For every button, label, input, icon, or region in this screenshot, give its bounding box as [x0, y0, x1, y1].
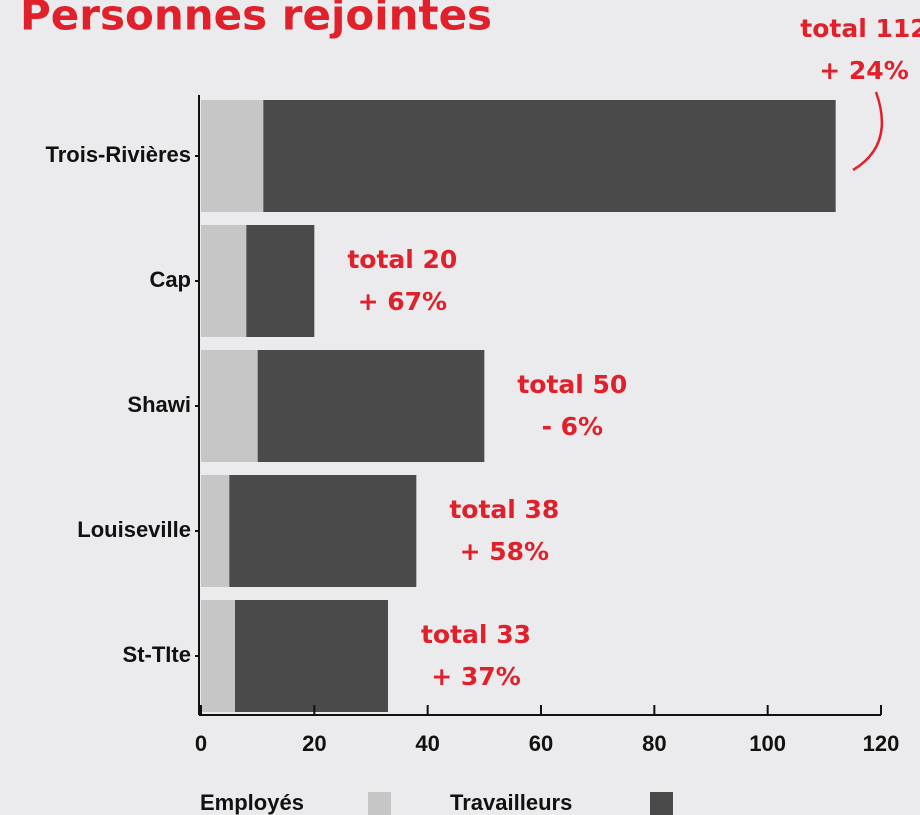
annotation: total 38	[449, 495, 559, 524]
bar-segment	[235, 600, 388, 712]
legend-swatch	[650, 792, 673, 815]
bar-segment	[229, 475, 417, 587]
bar-segment	[201, 600, 235, 712]
annotation: total 50	[517, 370, 627, 399]
x-tick-label: 60	[529, 731, 553, 756]
x-tick-label: 20	[302, 731, 326, 756]
bar-segment	[201, 350, 258, 462]
y-tick-label: St-TIte	[123, 642, 191, 667]
annotation: total 112	[800, 14, 920, 43]
x-tick-label: 0	[195, 731, 207, 756]
y-tick-label: Louiseville	[77, 517, 191, 542]
legend-swatch	[368, 792, 391, 815]
bar-segment	[257, 350, 485, 462]
annotation: + 67%	[358, 287, 448, 316]
legend-label: Employés	[200, 790, 304, 815]
bar-segment	[201, 475, 230, 587]
annotation: - 6%	[542, 412, 604, 441]
bar-segment	[246, 225, 315, 337]
annotation-arrow	[852, 91, 884, 172]
y-tick-label: Shawi	[127, 392, 191, 417]
bar-segment	[201, 225, 247, 337]
x-tick-label: 80	[642, 731, 666, 756]
annotation: + 37%	[431, 662, 521, 691]
annotation: + 24%	[819, 56, 909, 85]
x-tick-label: 40	[415, 731, 439, 756]
x-tick-label: 120	[863, 731, 900, 756]
chart-title: Personnes rejointes	[20, 0, 492, 40]
annotation: total 20	[347, 245, 457, 274]
bar-segment	[201, 100, 264, 212]
annotation: total 33	[421, 620, 531, 649]
y-tick-label: Cap	[149, 267, 191, 292]
bar-segment	[263, 100, 836, 212]
annotation: + 58%	[460, 537, 550, 566]
x-tick-label: 100	[749, 731, 786, 756]
legend-label: Travailleurs	[450, 790, 572, 815]
y-tick-label: Trois-Rivières	[45, 142, 191, 167]
